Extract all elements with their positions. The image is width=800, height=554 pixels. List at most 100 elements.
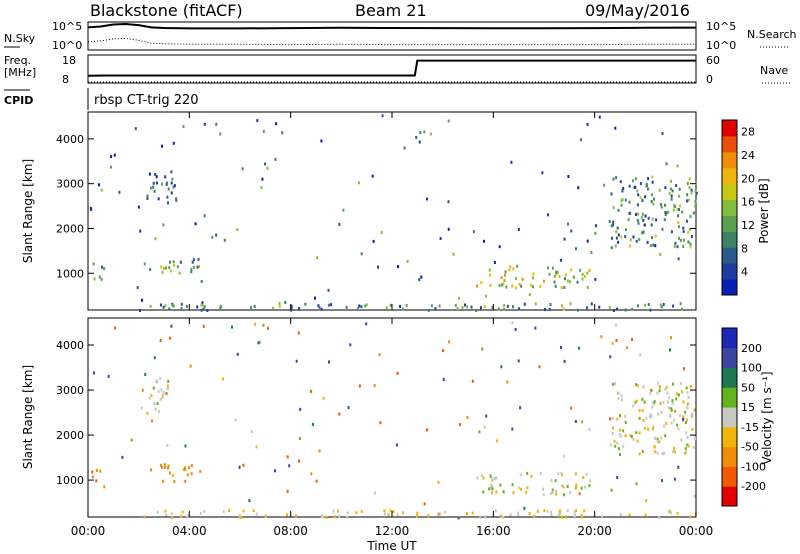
range-cell	[682, 238, 685, 242]
range-cell	[236, 228, 239, 231]
range-cell	[642, 230, 645, 234]
colorbar-swatch	[722, 367, 737, 388]
range-cell	[159, 303, 162, 307]
range-cell	[581, 272, 584, 276]
range-cell	[222, 377, 225, 381]
range-cell	[609, 417, 612, 421]
range-cell	[672, 450, 675, 454]
range-cell	[159, 463, 162, 467]
x-tick-label: 00:00	[71, 524, 106, 538]
range-cell	[695, 182, 698, 186]
range-cell	[489, 487, 492, 490]
range-cell	[504, 273, 506, 277]
range-cell	[635, 212, 637, 216]
range-cell	[511, 284, 514, 288]
range-cell	[378, 353, 381, 357]
range-cell	[511, 483, 514, 487]
range-cell	[649, 392, 652, 396]
range-cell	[267, 326, 269, 330]
range-cell	[664, 186, 667, 190]
range-cell	[447, 227, 450, 231]
range-cell	[644, 513, 647, 517]
range-cell	[489, 273, 491, 277]
range-cell	[687, 444, 690, 448]
range-cell	[222, 510, 225, 513]
range-cell	[660, 410, 663, 414]
range-cell	[165, 181, 168, 185]
range-cell	[397, 265, 399, 269]
range-cell	[423, 502, 426, 506]
range-cell	[549, 303, 552, 306]
colorbar-swatch	[722, 426, 737, 448]
range-cell	[406, 259, 409, 263]
range-cell	[164, 509, 167, 513]
range-cell	[134, 127, 137, 131]
range-cell	[503, 303, 506, 307]
range-cell	[553, 280, 556, 284]
range-cell	[685, 431, 688, 435]
range-cell	[670, 407, 673, 411]
range-cell	[672, 208, 675, 212]
date-title: 09/May/2016	[585, 1, 690, 20]
range-cell	[399, 304, 401, 308]
range-cell	[161, 182, 164, 186]
range-cell	[576, 308, 579, 312]
range-cell	[219, 132, 222, 136]
range-cell	[588, 484, 591, 488]
range-cell	[322, 396, 325, 400]
range-cell	[496, 439, 499, 443]
range-cell	[223, 238, 226, 242]
range-cell	[619, 434, 622, 438]
range-cell	[647, 216, 650, 220]
range-cell	[567, 175, 570, 178]
range-cell	[693, 408, 696, 412]
range-cell	[647, 187, 649, 191]
range-cell	[167, 201, 169, 205]
range-cell	[491, 306, 494, 309]
range-cell	[517, 513, 520, 517]
range-cell	[616, 307, 618, 311]
range-cell	[651, 401, 654, 405]
range-cell	[638, 452, 641, 456]
range-cell	[515, 277, 517, 280]
range-cell	[570, 229, 573, 233]
range-cell	[686, 193, 689, 197]
range-cell	[619, 513, 622, 517]
range-cell	[675, 184, 678, 187]
freq-panel-frame	[87, 54, 697, 84]
range-cell	[258, 340, 261, 344]
range-cell	[471, 511, 474, 515]
velocity-data-group	[91, 321, 697, 520]
range-cell	[612, 177, 615, 181]
range-cell	[687, 240, 690, 244]
range-cell	[564, 273, 567, 277]
range-cell	[103, 267, 106, 270]
range-cell	[168, 336, 171, 340]
colorbar-swatch	[722, 328, 737, 349]
range-cell	[505, 285, 508, 289]
range-cell	[668, 396, 671, 400]
range-cell	[360, 305, 363, 309]
range-cell	[694, 199, 697, 203]
range-cell	[667, 406, 670, 410]
range-cell	[299, 407, 302, 411]
range-cell	[239, 514, 242, 518]
range-cell	[481, 347, 484, 351]
range-cell	[572, 275, 575, 279]
range-cell	[654, 450, 657, 454]
range-cell	[295, 359, 298, 363]
range-cell	[294, 514, 297, 518]
range-cell	[373, 491, 376, 495]
range-cell	[466, 416, 469, 420]
colorbar-swatch	[722, 387, 737, 408]
range-cell	[488, 268, 491, 272]
range-cell	[130, 438, 133, 442]
range-cell	[691, 427, 694, 431]
range-cell	[651, 217, 654, 221]
range-cell	[653, 400, 656, 404]
range-cell	[182, 125, 185, 129]
range-cell	[673, 418, 676, 422]
range-cell	[456, 307, 459, 311]
range-cell	[667, 210, 670, 214]
freq-series-line	[87, 59, 696, 77]
